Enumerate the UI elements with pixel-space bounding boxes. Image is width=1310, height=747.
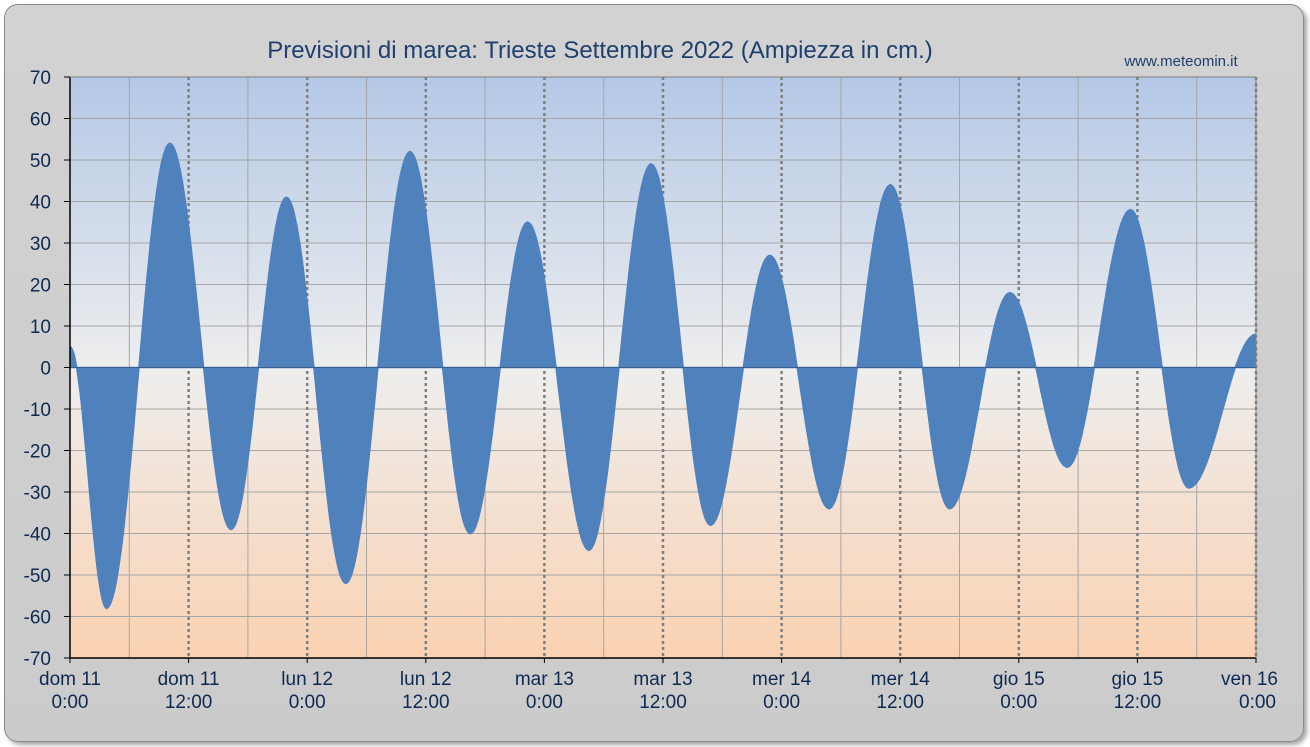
tide-extremum-point [285, 196, 288, 199]
tide-extremum-point [230, 528, 233, 531]
y-tick-label: -10 [24, 400, 51, 421]
y-tick-label: -20 [24, 442, 51, 463]
x-tick-time-label: 12:00 [165, 692, 213, 713]
tide-extremum-point [587, 549, 590, 552]
x-tick-time-label: 0:00 [52, 692, 89, 713]
x-tick-day-label: lun 12 [400, 669, 452, 690]
x-tick-time-label: 0:00 [526, 692, 563, 713]
x-tick-time-label: 12:00 [876, 692, 924, 713]
x-tick-day-label: mar 13 [633, 669, 692, 690]
x-tick-time-label: 0:00 [1239, 692, 1276, 713]
tide-extremum-point [1187, 486, 1190, 489]
x-tick-time-label: 0:00 [1000, 692, 1037, 713]
tide-extremum-point [709, 524, 712, 527]
y-tick-labels: 70 60 50 40 30 20 10 0 -10 -20 -30 -40 -50 -60 -70 [24, 68, 51, 670]
y-tick-label: 0 [40, 359, 51, 380]
x-tick-time-label: 12:00 [402, 692, 450, 713]
x-tick-day-label: ven 16 [1221, 669, 1278, 690]
x-tick-day-label: mar 13 [515, 669, 574, 690]
y-tick-label: -60 [24, 608, 51, 629]
x-tick-day-label: dom 11 [39, 669, 101, 690]
x-tick-day-label: mer 14 [871, 669, 931, 690]
y-tick-label: 40 [30, 193, 51, 214]
y-tick-label: -30 [24, 483, 51, 504]
tide-extremum-point [526, 221, 529, 224]
x-tick-day-label: gio 15 [993, 669, 1045, 690]
x-tick-day-label: mer 14 [752, 669, 812, 690]
tide-extremum-point [469, 532, 472, 535]
y-tick-label: -70 [24, 649, 51, 670]
tide-extremum-point [1129, 208, 1132, 211]
x-tick-time-label: 12:00 [1114, 692, 1162, 713]
tide-extremum-point [650, 163, 653, 166]
chart-title: Previsioni di marea: Trieste Settembre 2… [267, 37, 933, 64]
y-tick-label: 20 [30, 276, 51, 297]
tide-extremum-point [889, 183, 892, 186]
x-tick-time-label: 0:00 [289, 692, 326, 713]
y-tick-label: 50 [30, 151, 51, 172]
tide-extremum-point [948, 507, 951, 510]
tide-extremum-point [105, 607, 108, 610]
y-tick-label: 30 [30, 234, 51, 255]
y-tick-label: 60 [30, 110, 51, 131]
y-tick-label: 10 [30, 317, 51, 338]
x-tick-day-label: dom 11 [158, 669, 220, 690]
y-tick-label: -40 [24, 525, 51, 546]
axes [64, 76, 1257, 663]
y-tick-label: 70 [30, 68, 51, 89]
source-label: www.meteomin.it [1123, 53, 1238, 70]
x-tick-time-label: 12:00 [639, 692, 687, 713]
tide-extremum-point [1066, 466, 1069, 469]
x-tick-day-label: gio 15 [1112, 669, 1164, 690]
x-tick-day-label: lun 12 [281, 669, 333, 690]
x-tick-time-label: 0:00 [763, 692, 800, 713]
tide-extremum-point [828, 507, 831, 510]
tide-extremum-point [408, 150, 411, 153]
tide-extremum-point [168, 142, 171, 145]
tide-extremum-point [1008, 291, 1011, 294]
tide-extremum-point [768, 254, 771, 257]
tide-extremum-point [344, 582, 347, 585]
y-tick-label: -50 [24, 566, 51, 587]
